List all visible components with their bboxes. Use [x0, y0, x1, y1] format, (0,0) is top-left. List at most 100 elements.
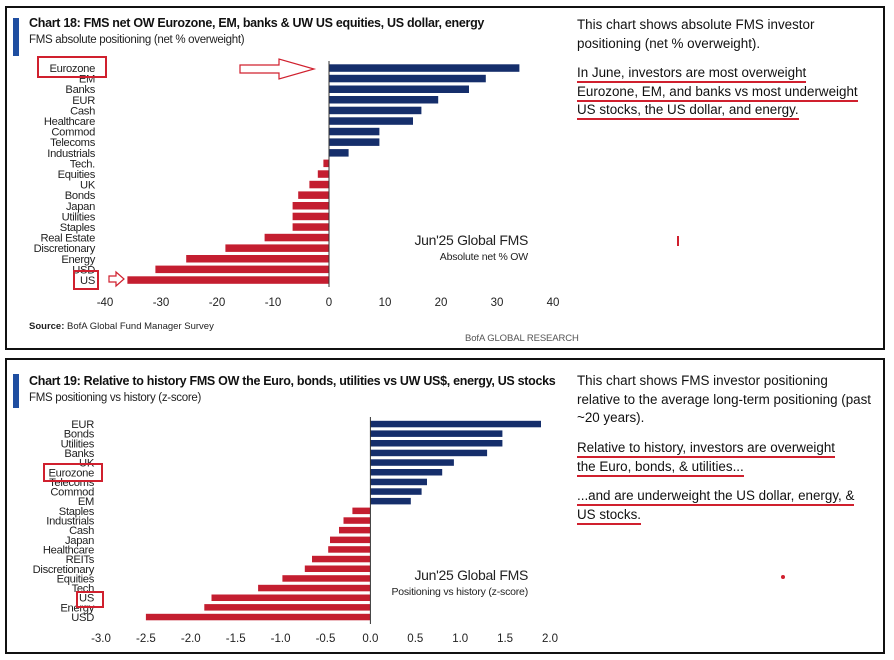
- chart18-explainer: This chart shows absolute FMS investor p…: [577, 17, 815, 51]
- x-tick-label: -1.0: [271, 633, 291, 645]
- chart18-title: Chart 18: FMS net OW Eurozone, EM, banks…: [29, 16, 485, 30]
- bar-utilities: [292, 212, 329, 221]
- x-tick-label: -2.0: [181, 633, 201, 645]
- bar-eurozone: [329, 64, 520, 72]
- x-tick-label: 30: [491, 297, 504, 309]
- bar-staples: [352, 507, 371, 515]
- category-label: Discretionary: [34, 243, 96, 255]
- takeaway-line: US stocks.: [577, 506, 641, 525]
- chart19-subtitle: FMS positioning vs history (z-score): [29, 392, 201, 404]
- bar-eur: [370, 420, 541, 428]
- x-tick-label: -3.0: [91, 633, 111, 645]
- category-label: Utilities: [62, 211, 96, 223]
- bar-utilities: [370, 440, 503, 447]
- category-label: Banks: [65, 84, 95, 96]
- chart18-annotation: Jun'25 Global FMS: [414, 232, 528, 248]
- stray-mark: [677, 236, 679, 246]
- x-tick-label: 1.0: [452, 633, 468, 645]
- category-label: Equities: [57, 573, 95, 585]
- category-label: Utilities: [61, 438, 95, 450]
- chart18-annotation-sub: Absolute net % OW: [440, 251, 529, 263]
- category-label: Industrials: [46, 516, 94, 528]
- x-tick-label: 0.5: [407, 633, 423, 645]
- bar-japan: [292, 202, 329, 210]
- bar-em: [329, 74, 486, 83]
- category-label: US: [79, 593, 94, 605]
- chart18-subtitle: FMS absolute positioning (net % overweig…: [29, 34, 245, 46]
- bar-em: [370, 497, 411, 505]
- chart19-annotation-sub: Positioning vs history (z-score): [391, 586, 528, 598]
- us-arrow-icon: [108, 270, 125, 288]
- bar-energy: [204, 604, 371, 611]
- bar-tech-: [323, 159, 329, 168]
- category-label: Industrials: [47, 148, 95, 160]
- eurozone-highlight-box: [43, 463, 103, 482]
- takeaway-line: Relative to history, investors are overw…: [577, 440, 836, 458]
- bar-real-estate: [264, 233, 329, 242]
- title-accent-bar: [13, 18, 19, 56]
- x-tick-label: 1.5: [497, 633, 513, 645]
- chart19-title: Chart 19: Relative to history FMS OW the…: [29, 374, 556, 388]
- eurozone-highlight-box: [37, 56, 107, 78]
- category-label: Cash: [69, 525, 94, 537]
- bar-healthcare: [329, 117, 413, 125]
- x-tick-label: -40: [97, 297, 114, 309]
- bar-eurozone: [370, 469, 443, 476]
- category-label: Japan: [66, 201, 95, 213]
- category-label: Healthcare: [44, 116, 95, 128]
- category-label: Commod: [50, 487, 94, 499]
- bar-industrials: [329, 149, 349, 157]
- takeaway-line: Eurozone, EM, and banks vs most underwei…: [577, 83, 858, 102]
- takeaway-line: In June, investors are most overweight: [577, 65, 807, 83]
- bar-staples: [292, 223, 329, 231]
- bar-discretionary: [304, 565, 371, 572]
- x-tick-label: -30: [153, 297, 170, 309]
- category-label: EUR: [71, 419, 94, 431]
- bar-banks: [370, 449, 488, 457]
- title-accent-bar: [13, 374, 19, 408]
- chart19-takeaway-underweight: ...and are underweight the US dollar, en…: [577, 487, 873, 525]
- us-highlight-box: [73, 270, 99, 290]
- category-label: Eurozone: [49, 467, 95, 479]
- category-label: Banks: [64, 448, 94, 460]
- category-label: Energy: [61, 254, 95, 266]
- bar-discretionary: [225, 244, 329, 252]
- category-label: Energy: [60, 602, 94, 614]
- chart19-panel: Chart 19: Relative to history FMS OW the…: [5, 358, 885, 654]
- chart19-annotation: Jun'25 Global FMS: [414, 567, 528, 583]
- x-tick-label: -10: [265, 297, 282, 309]
- category-label: Staples: [59, 506, 95, 518]
- category-label: Staples: [60, 222, 96, 234]
- chart18-plot: EurozoneEMBanksEURCashHealthcareCommodTe…: [34, 56, 559, 309]
- category-label: Discretionary: [33, 564, 95, 576]
- category-label: Bonds: [65, 190, 96, 202]
- takeaway-line: US stocks, the US dollar, and energy.: [577, 102, 799, 120]
- chart18-panel: Chart 18: FMS net OW Eurozone, EM, banks…: [5, 6, 885, 350]
- takeaway-line: ...and are underweight the US dollar, en…: [577, 488, 855, 506]
- chart18-brand: BofA GLOBAL RESEARCH: [465, 333, 579, 344]
- bar-usd: [145, 613, 371, 621]
- bar-japan: [330, 536, 371, 544]
- chart19-plot: EURBondsUtilitiesBanksUKEurozoneTelecoms…: [33, 417, 558, 645]
- category-label: US: [80, 275, 95, 287]
- bar-equities: [317, 170, 329, 178]
- category-label: UK: [80, 180, 96, 192]
- bar-equities: [282, 575, 371, 582]
- x-tick-label: -2.5: [136, 633, 156, 645]
- bar-cash: [339, 526, 371, 534]
- category-label: Healthcare: [43, 544, 94, 556]
- bar-banks: [329, 85, 469, 93]
- bar-healthcare: [328, 546, 371, 553]
- category-label: EUR: [72, 95, 95, 107]
- x-tick-label: 20: [435, 297, 448, 309]
- chart18-source: Source: BofA Global Fund Manager Survey: [29, 321, 214, 332]
- bar-usd: [155, 265, 329, 274]
- x-tick-label: -1.5: [226, 633, 246, 645]
- category-label: Telecoms: [49, 477, 95, 489]
- chart19-explainer: This chart shows FMS investor positionin…: [577, 373, 872, 425]
- bar-reits: [312, 555, 371, 563]
- x-tick-label: 0: [326, 297, 332, 309]
- category-label: Eurozone: [50, 63, 96, 75]
- category-label: Cash: [70, 105, 95, 117]
- chart19-takeaway-overweight: Relative to history, investors are overw…: [577, 439, 873, 477]
